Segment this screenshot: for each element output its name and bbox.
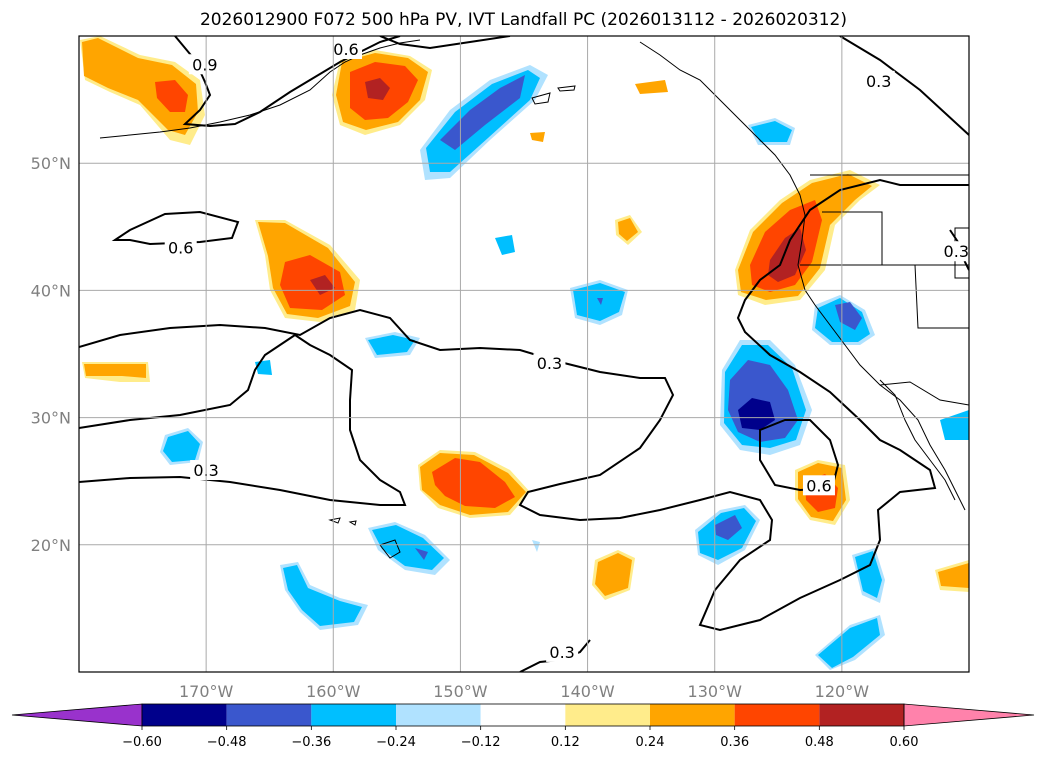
contour-label: 0.3 (546, 641, 579, 662)
anomaly-alaska-positive (332, 50, 432, 135)
lon-tick-label: 140°W (560, 682, 615, 701)
coastlines (99, 39, 969, 559)
svg-text:0.6: 0.6 (333, 40, 358, 59)
pv-contours (79, 36, 969, 672)
colorbar-band (226, 704, 312, 726)
colorbar-band (650, 704, 735, 726)
svg-text:0.6: 0.6 (168, 238, 193, 257)
colorbar-extend-low (11, 703, 143, 727)
lon-tick-label: 150°W (433, 682, 488, 701)
colorbar-band (819, 704, 904, 726)
contour-label: 0.6 (164, 237, 197, 258)
colorbar-band (565, 704, 650, 726)
lat-tick-label: 20°N (31, 536, 71, 555)
lon-tick-label: 120°W (815, 682, 870, 701)
lon-tick-label: 160°W (306, 682, 361, 701)
contour-labels: 0.90.60.30.60.30.30.60.30.3 (164, 38, 969, 662)
lon-tick-label: 170°W (179, 682, 234, 701)
map-background (79, 36, 969, 672)
colorbar-tick-label: −0.60 (122, 735, 162, 750)
svg-text:0.3: 0.3 (549, 643, 574, 662)
anomaly-small-positive-c (635, 80, 668, 94)
contour-label: 0.3 (862, 70, 895, 91)
svg-text:0.9: 0.9 (192, 55, 217, 74)
colorbar-frame (141, 703, 905, 727)
svg-text:0.3: 0.3 (944, 242, 969, 261)
anomaly-nw-positive (80, 36, 205, 145)
colorbar-tick-label: 0.24 (636, 735, 665, 750)
colorbar-tick-label: −0.12 (461, 735, 501, 750)
longitude-labels: 170°W 160°W 150°W 140°W 130°W 120°W (179, 682, 869, 701)
colorbar-tick-label: 0.36 (720, 735, 749, 750)
colorbar-tick-label: 0.12 (551, 735, 580, 750)
contour-label: 0.9 (188, 54, 221, 75)
anomaly-hawaii-negative (368, 522, 450, 575)
colorbar-tick-label: −0.24 (376, 735, 416, 750)
anomaly-goa-negative (420, 65, 548, 180)
anomaly-120w-negative (812, 295, 875, 345)
latitude-labels: 50°N 40°N 30°N 20°N (31, 154, 71, 555)
map-title: 2026012900 F072 500 hPa PV, IVT Landfall… (199, 10, 847, 30)
contour-label: 0.3 (533, 353, 566, 374)
colorbar-band (142, 704, 227, 726)
anomaly-150w-positive (418, 450, 530, 518)
colorbar-tick-label: 0.60 (890, 735, 919, 750)
colorbar-band (734, 704, 820, 726)
graticule (79, 36, 969, 672)
colorbar-band (396, 704, 481, 726)
colorbar-tick-label: −0.48 (207, 735, 247, 750)
anomaly-163w-negative (280, 562, 368, 630)
colorbar-tick-label: 0.48 (805, 735, 834, 750)
svg-text:0.3: 0.3 (537, 354, 562, 373)
colorbar: −0.60 −0.48 −0.36 −0.24 −0.12 0.12 0.24 0.36 0.4… (11, 703, 1035, 750)
colorbar-band (311, 704, 396, 726)
svg-text:0.3: 0.3 (866, 72, 891, 91)
svg-text:0.6: 0.6 (806, 476, 831, 495)
anomaly-small-negative-c (495, 235, 515, 255)
colorbar-extend-high (903, 703, 1035, 727)
lat-tick-label: 40°N (31, 281, 71, 300)
lat-tick-label: 50°N (31, 154, 71, 173)
contour-label: 0.3 (940, 241, 969, 262)
colorbar-tick-label: −0.36 (291, 735, 331, 750)
lon-tick-label: 130°W (688, 682, 743, 701)
anomaly-west-positive (82, 362, 150, 382)
map-frame (78, 35, 970, 673)
anomaly-172w-negative (160, 428, 203, 465)
lat-tick-label: 30°N (31, 409, 71, 428)
map-panel: 0.90.60.30.60.30.30.60.30.3 (78, 35, 970, 673)
contour-label: 0.6 (802, 475, 835, 496)
colorbar-band (480, 704, 566, 726)
anomaly-130w-negative (695, 505, 760, 565)
contour-label: 0.6 (330, 38, 362, 59)
